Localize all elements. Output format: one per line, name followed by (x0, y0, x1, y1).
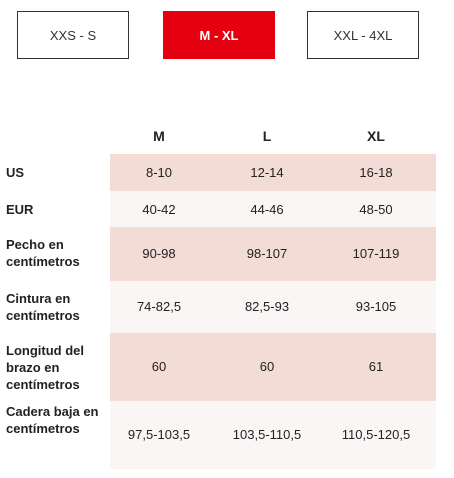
row-background (110, 191, 436, 227)
row-label: Cadera baja en centímetros (6, 404, 99, 436)
tab-m-xl[interactable]: M - XL (163, 11, 275, 59)
table-row-waist: Cintura en centímetros 74-82,5 82,5-93 9… (0, 281, 436, 333)
table-cell: 44-46 (250, 202, 284, 217)
row-background (110, 401, 436, 469)
row-label: Longitud del brazo en centímetros (6, 343, 84, 392)
table-row-us: US 8-10 12-14 16-18 (0, 154, 436, 191)
table-cell: 16-18 (359, 165, 393, 180)
row-label: Pecho en centímetros (6, 237, 80, 269)
table-cell: 103,5-110,5 (232, 427, 302, 442)
table-cell: 48-50 (359, 202, 393, 217)
table-cell: 98-107 (246, 246, 288, 261)
row-background (110, 154, 436, 191)
tab-xxs-s[interactable]: XXS - S (17, 11, 129, 59)
table-cell: 93-105 (355, 299, 397, 314)
tab-xxl-4xl[interactable]: XXL - 4XL (307, 11, 419, 59)
table-cell: 60 (259, 359, 275, 374)
table-cell: 82,5-93 (244, 299, 290, 314)
table-cell: 74-82,5 (136, 299, 182, 314)
table-row-low-hip: Cadera baja en centímetros 97,5-103,5 10… (0, 401, 436, 469)
table-row-chest: Pecho en centímetros 90-98 98-107 107-11… (0, 227, 436, 281)
row-background (110, 281, 436, 333)
table-row-eur: EUR 40-42 44-46 48-50 (0, 191, 436, 227)
row-label: EUR (6, 202, 34, 217)
table-cell: 107-119 (352, 246, 400, 261)
table-cell: 8-10 (145, 165, 173, 180)
table-cell: 97,5-103,5 (127, 427, 191, 442)
row-background (110, 333, 436, 401)
column-header-l: L (262, 128, 272, 144)
row-label: Cintura en centímetros (6, 291, 80, 323)
column-header-xl: XL (367, 128, 385, 144)
row-label: US (6, 165, 25, 180)
column-header-m: M (153, 128, 165, 144)
table-row-sleeve-length: Longitud del brazo en centímetros 60 60 … (0, 333, 436, 401)
size-chart-table: M L XL US 8-10 12-14 16-18 EUR 40-42 44-… (0, 118, 436, 469)
table-cell: 90-98 (142, 246, 176, 261)
table-cell: 110,5-120,5 (341, 427, 411, 442)
table-header-row: M L XL (0, 118, 436, 154)
size-range-tabs: XXS - S M - XL XXL - 4XL (0, 0, 454, 62)
row-background (110, 227, 436, 281)
table-cell: 40-42 (142, 202, 176, 217)
table-cell: 12-14 (250, 165, 284, 180)
table-cell: 61 (368, 359, 384, 374)
table-cell: 60 (151, 359, 167, 374)
